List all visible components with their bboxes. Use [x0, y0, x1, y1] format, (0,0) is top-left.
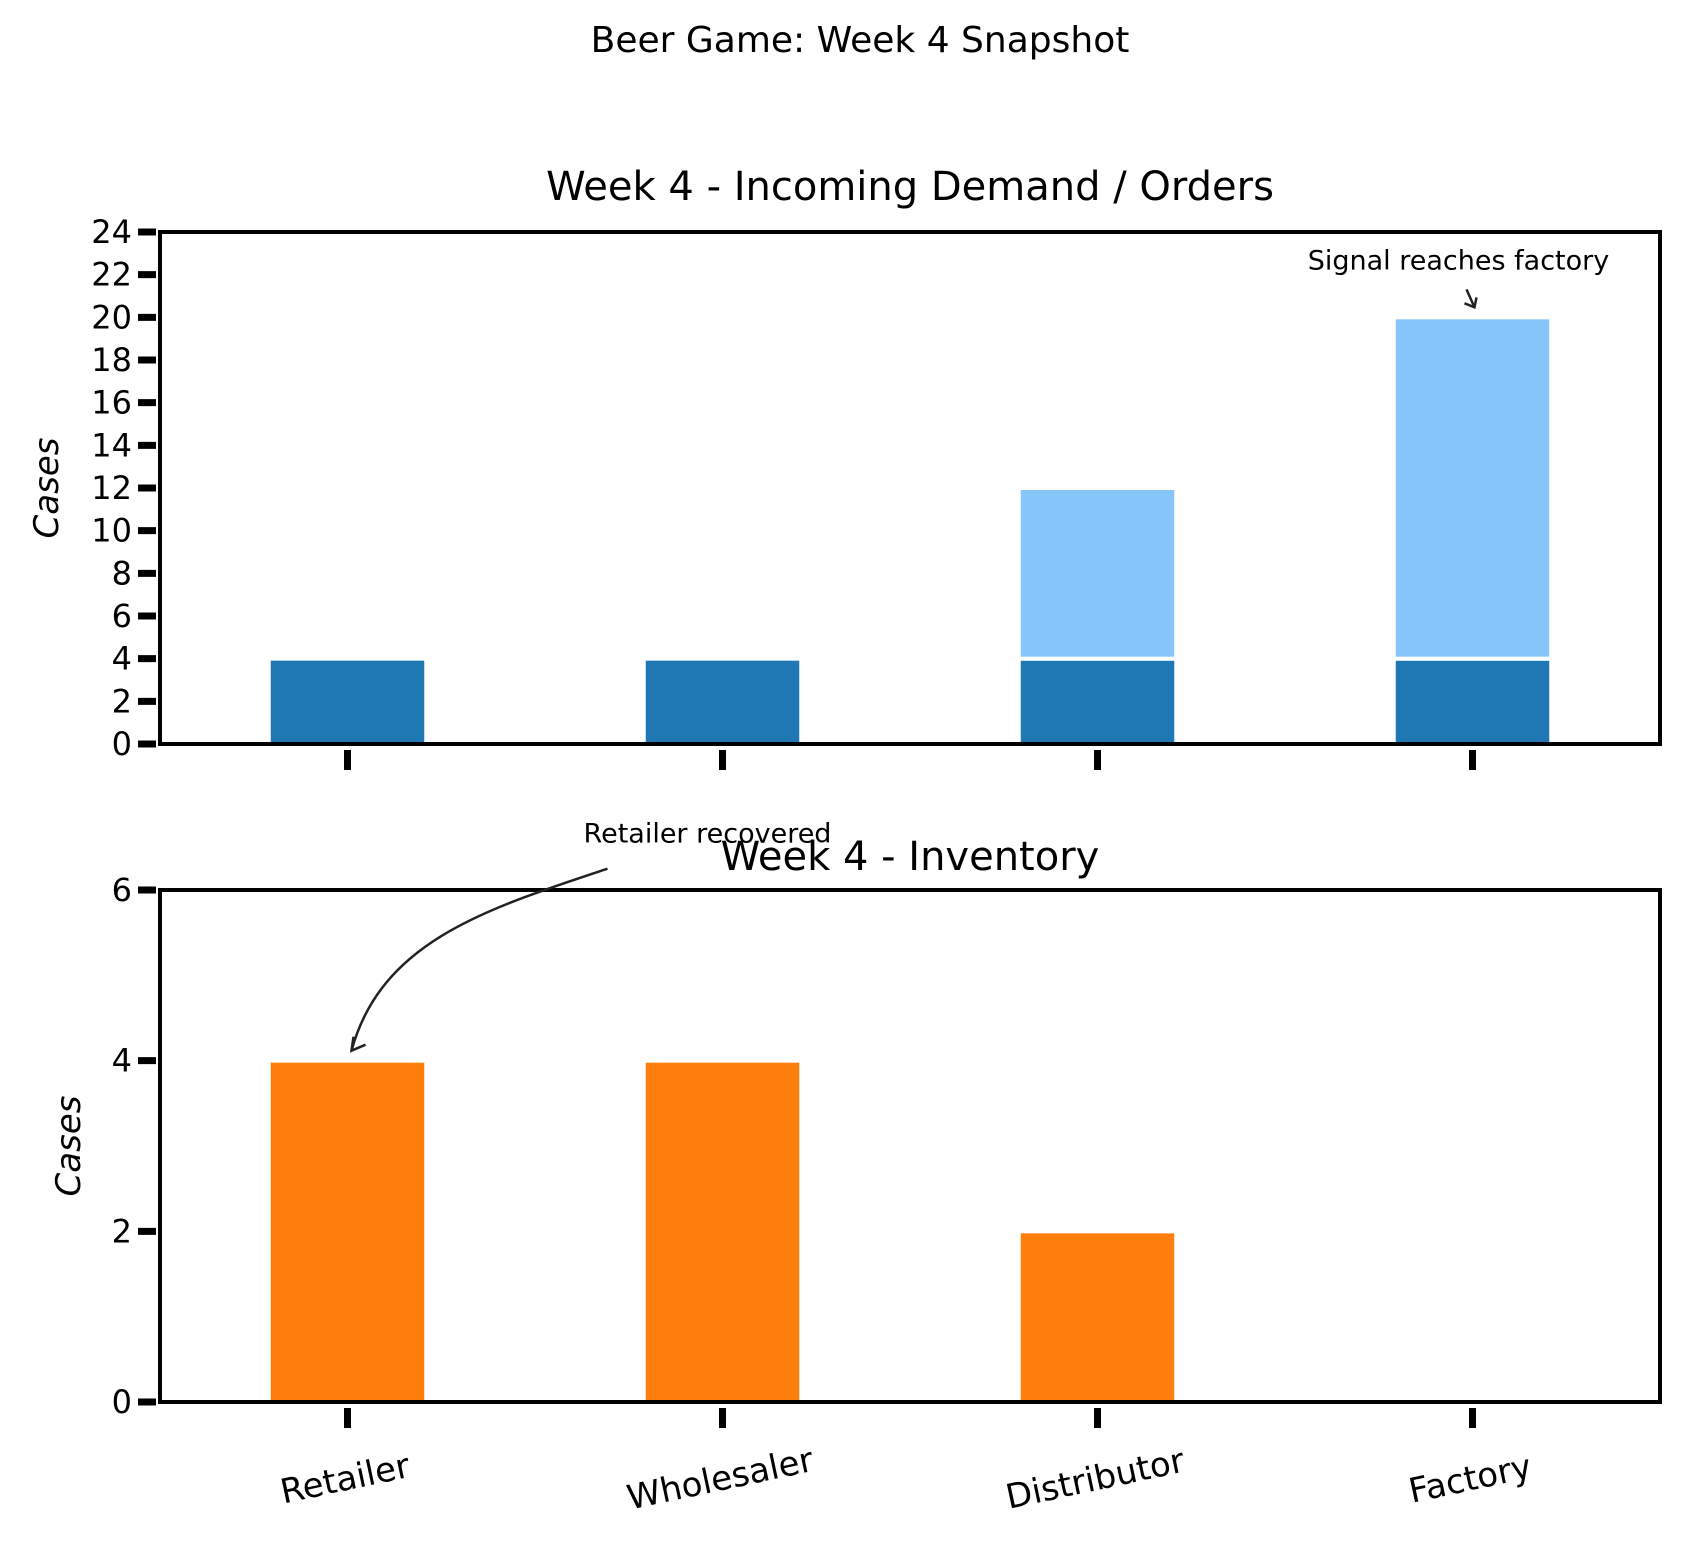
y-tick-label: 4	[112, 1042, 132, 1080]
y-tick-label: 24	[91, 213, 132, 251]
bar-wholesaler-series-1	[641, 1058, 804, 1404]
y-tick-label: 4	[112, 640, 132, 678]
annotation-arrow	[1465, 288, 1476, 308]
y-tick-label: 8	[112, 554, 132, 592]
y-tick-label: 22	[91, 256, 132, 294]
bar-distributor-series-1	[1016, 656, 1179, 747]
bar-retailer-series-1	[266, 1058, 429, 1404]
y-axis-label: Cases	[27, 438, 67, 539]
y-tick-label: 14	[91, 426, 132, 464]
y-tick-label: 6	[112, 597, 132, 635]
x-tick-label-factory: Factory	[1405, 1447, 1535, 1512]
bar-wholesaler-series-1	[641, 656, 804, 747]
x-tick-label-retailer: Retailer	[277, 1446, 413, 1512]
y-tick-label: 0	[112, 1383, 132, 1421]
bar-retailer-series-1	[266, 656, 429, 747]
y-axis-label: Cases	[49, 1096, 89, 1197]
y-tick-label: 10	[91, 512, 132, 550]
chart-panel-2: 0 2 4 6 Retailer Wholesaler Distributor Factory…	[49, 819, 1662, 1518]
y-tick-label: 18	[91, 341, 132, 379]
y-tick-label: 2	[112, 682, 132, 720]
bar-distributor-series-2	[1016, 486, 1179, 661]
bar-distributor-series-1	[1016, 1229, 1179, 1405]
y-tick-label: 12	[91, 469, 132, 507]
annotation-text: Signal reaches factory	[1308, 245, 1610, 276]
x-tick-label-wholesaler: Wholesaler	[624, 1440, 817, 1518]
chart-title: Week 4 - Incoming Demand / Orders	[546, 164, 1274, 210]
axes-frame	[158, 230, 1662, 746]
annotation-arrowhead	[349, 1036, 366, 1053]
bar-factory-series-2	[1391, 315, 1554, 661]
y-tick-label: 6	[112, 871, 132, 909]
figure-suptitle: Beer Game: Week 4 Snapshot	[591, 20, 1130, 61]
chart-title: Week 4 - Inventory	[721, 834, 1100, 880]
annotation-arrow	[350, 867, 608, 1051]
y-tick-label: 0	[112, 725, 132, 763]
x-tick-label-distributor: Distributor	[1002, 1441, 1188, 1518]
y-tick-label: 20	[91, 298, 132, 336]
bar-factory-series-1	[1391, 656, 1554, 747]
y-tick-label: 2	[112, 1212, 132, 1250]
y-tick-label: 16	[91, 384, 132, 422]
axes-frame	[158, 888, 1662, 1404]
annotation-arrowhead	[1464, 297, 1478, 310]
annotation-text: Retailer recovered	[584, 819, 832, 850]
